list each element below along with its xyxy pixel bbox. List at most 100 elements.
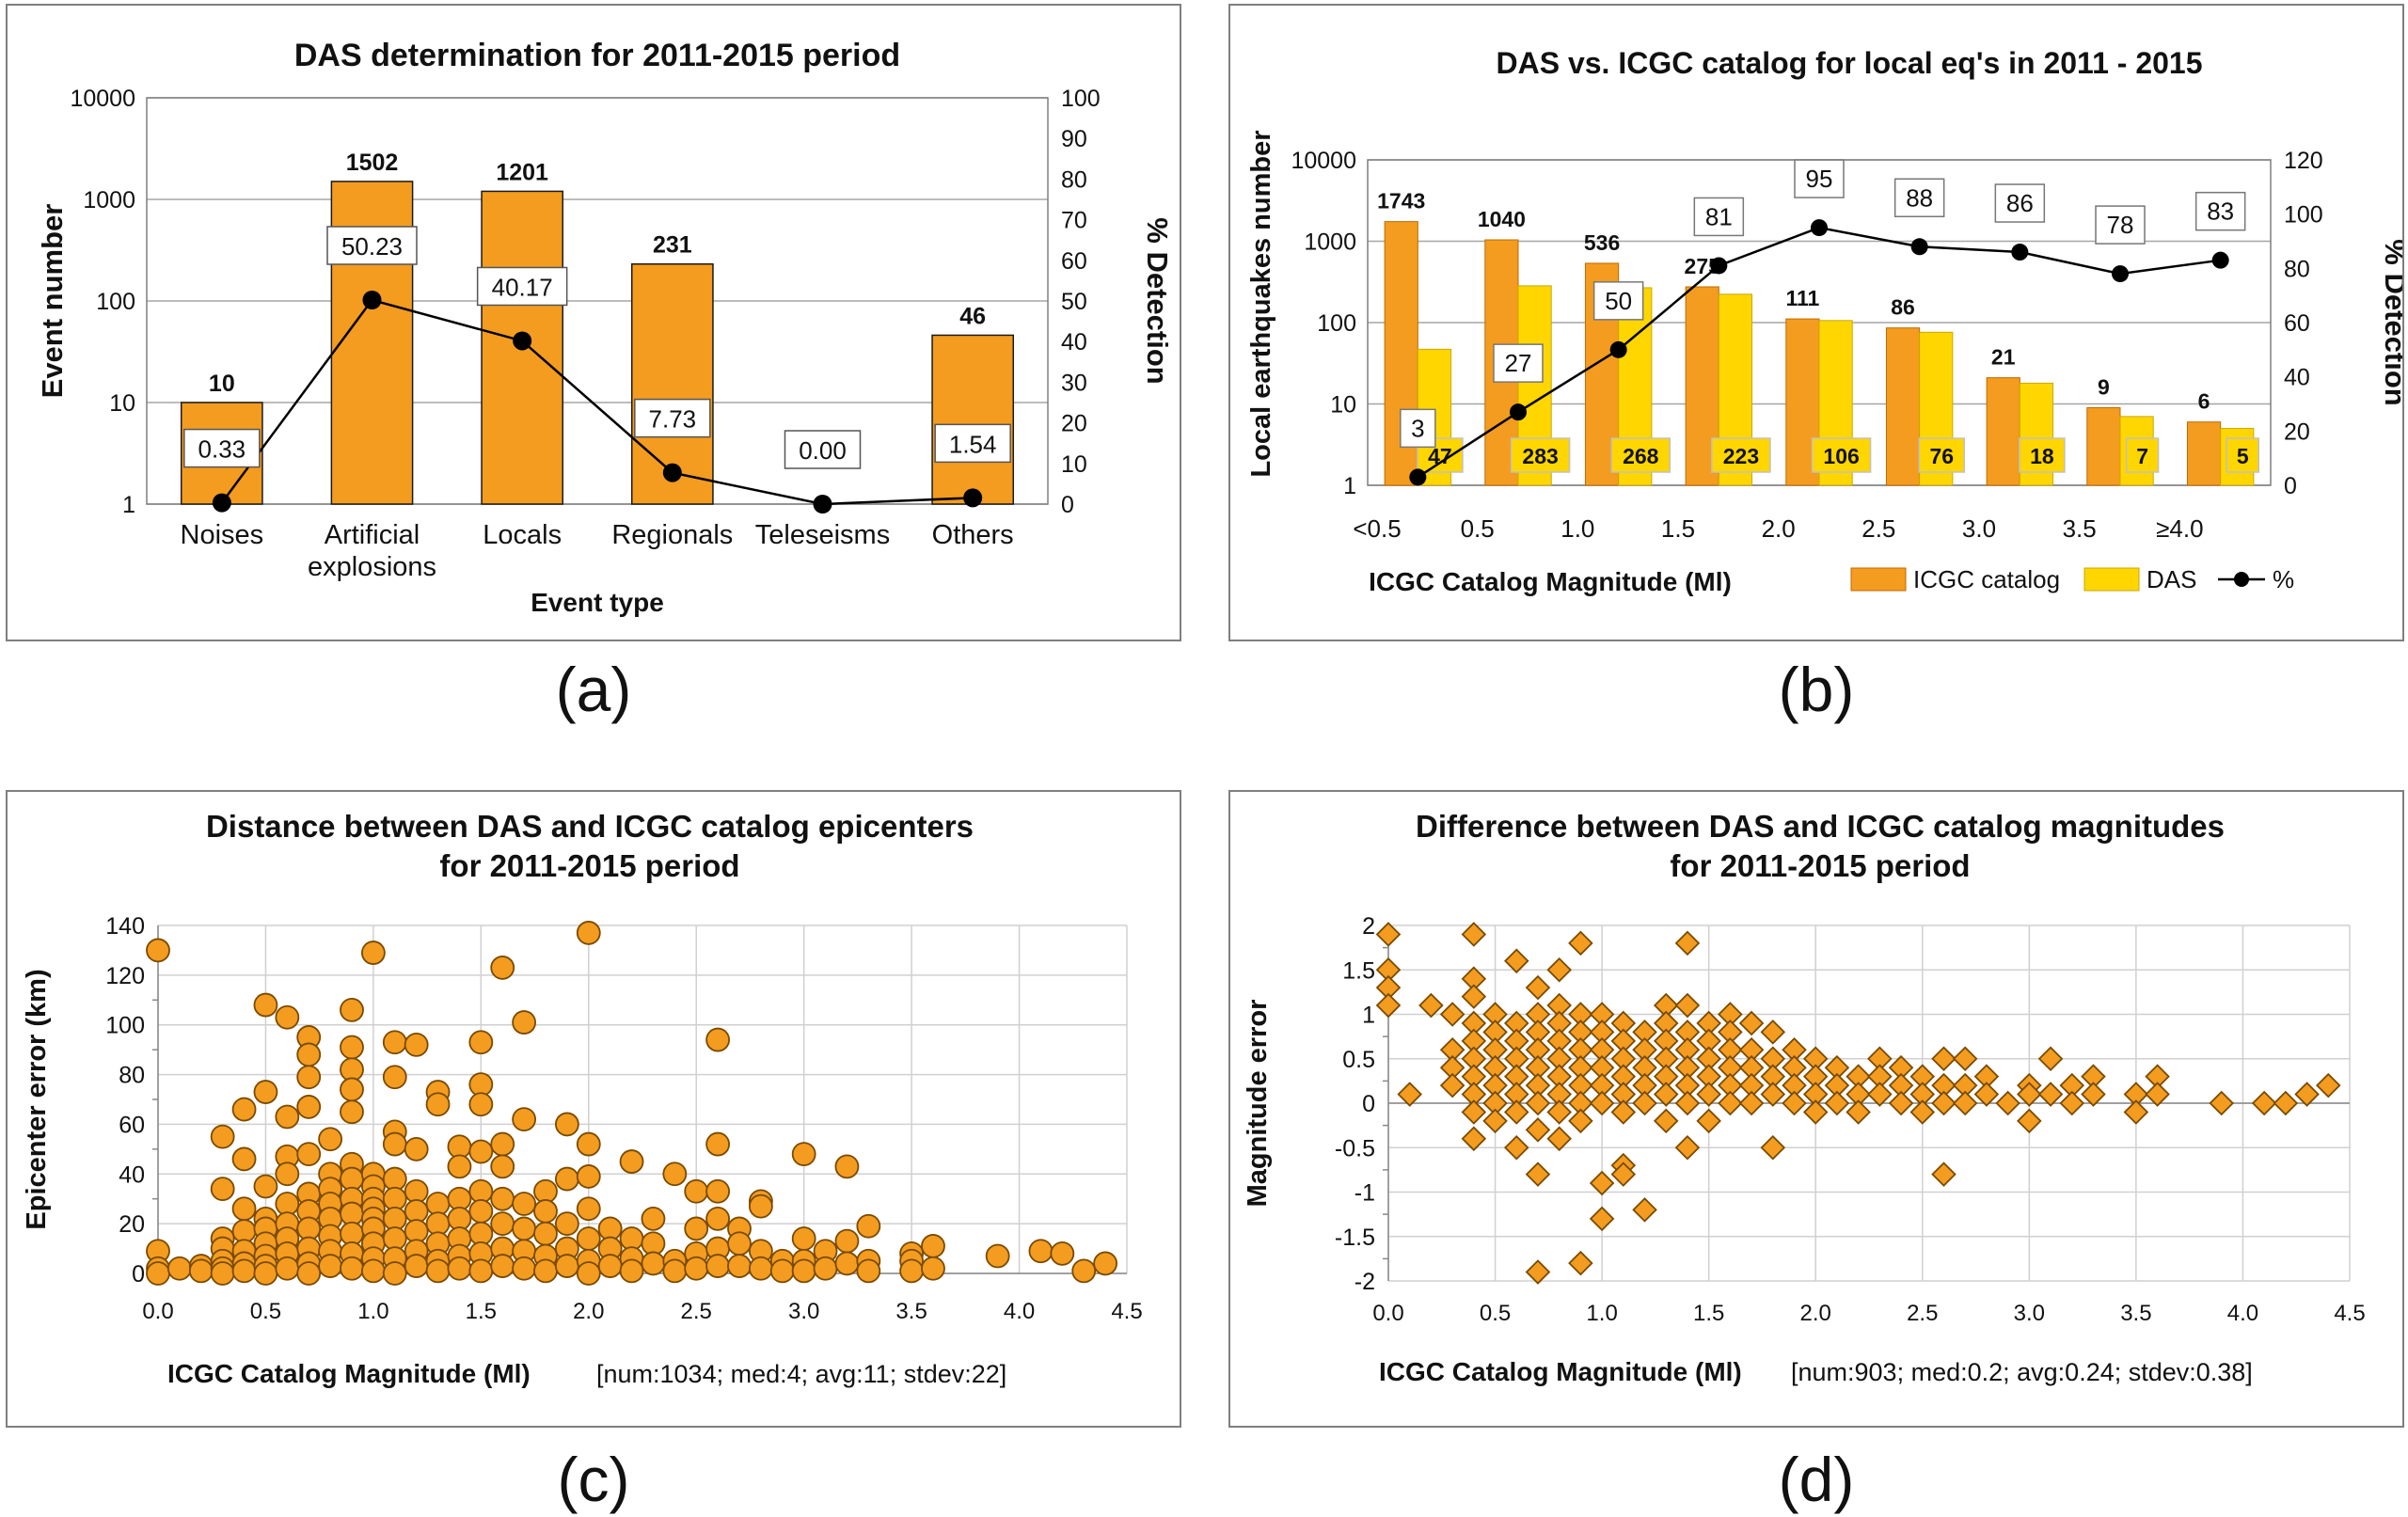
y-tick-label: 1 (122, 492, 135, 518)
y-tick-label: 100 (96, 289, 135, 315)
data-point (705, 1206, 731, 1231)
data-point (318, 1127, 343, 1152)
percent-label-box (1493, 343, 1544, 383)
y2-tick-label: 70 (1061, 208, 1087, 234)
data-point (512, 1010, 537, 1035)
data-point (554, 1112, 579, 1137)
data-point (1610, 1099, 1637, 1125)
das-value-box (2226, 437, 2260, 473)
percent-label: 0.00 (799, 436, 847, 465)
percent-label: 81 (1705, 202, 1733, 230)
x-tick-label: 3.5 (895, 1299, 927, 1324)
data-point (231, 1258, 257, 1284)
data-point (576, 1261, 601, 1286)
data-point (554, 1166, 579, 1192)
chart-b-svg: DAS vs. ICGC catalog for local eq's in 2… (1246, 46, 2402, 596)
y-tick-label: 1 (1362, 1003, 1375, 1029)
x-axis-title: ICGC Catalog Magnitude (Ml) (167, 1359, 531, 1388)
data-point (1995, 1090, 2020, 1116)
data-point (253, 1174, 278, 1199)
data-point (210, 1261, 235, 1286)
y-tick-label: 120 (105, 963, 145, 989)
catalog-value-label: 1743 (1377, 189, 1425, 213)
y2-tick-label: 20 (2284, 419, 2310, 445)
data-point (1461, 1126, 1487, 1152)
x-axis-title: Event type (531, 588, 664, 617)
catalog-value-label: 6 (2198, 389, 2210, 414)
x-axis-title: ICGC Catalog Magnitude (Ml) (1379, 1357, 1742, 1386)
y-axis-title: Local earthquakes number (1246, 130, 1276, 477)
x-tick-label: 2.0 (573, 1299, 604, 1324)
percent-label: 0.33 (198, 435, 246, 464)
caption-b: (b) (1778, 655, 1855, 724)
data-point (1525, 974, 1551, 1001)
x-tick-label: 3.5 (2120, 1301, 2151, 1326)
percent-label-box (934, 423, 1011, 464)
data-point (813, 1256, 838, 1281)
chart-c-title: Distance between DAS and ICGC catalog ep… (206, 809, 974, 844)
catalog-bar (1986, 377, 2020, 486)
das-value-label: 223 (1723, 444, 1759, 468)
data-point (1050, 1240, 1075, 1266)
data-point (769, 1258, 795, 1284)
das-value-label: 47 (1428, 444, 1452, 468)
percent-marker (1609, 340, 1627, 358)
data-point (1028, 1239, 1054, 1264)
data-point (1674, 1090, 1701, 1116)
data-point (2209, 1090, 2235, 1116)
bar (931, 334, 1015, 505)
percent-marker (963, 488, 983, 508)
data-point (2081, 1082, 2106, 1107)
data-point (1397, 1082, 1422, 1107)
y2-tick-label: 100 (1061, 86, 1101, 112)
das-value-box (1918, 437, 1966, 473)
data-point (382, 1261, 407, 1286)
data-point (705, 1254, 731, 1278)
data-point (1632, 1197, 1657, 1223)
category-label: 3.5 (2063, 514, 2097, 543)
catalog-bar (1885, 327, 1921, 486)
percent-label-box (2194, 191, 2246, 231)
data-point (619, 1258, 644, 1284)
percent-label-box (183, 428, 261, 468)
category-label: <0.5 (1353, 514, 1401, 543)
data-point (727, 1231, 752, 1256)
y-tick-label: 140 (105, 913, 145, 940)
data-point (253, 992, 278, 1018)
data-point (231, 1097, 257, 1122)
percent-label-box (1893, 178, 1945, 218)
data-point (1461, 1099, 1487, 1125)
percent-marker (1811, 219, 1828, 237)
percent-marker (2211, 251, 2229, 269)
data-point (1589, 1170, 1615, 1196)
data-point (404, 1136, 429, 1161)
percent-label: 88 (1906, 183, 1933, 212)
data-point (1760, 1082, 1786, 1107)
x-tick-label: 1.5 (1693, 1301, 1724, 1326)
data-point (1952, 1046, 1978, 1072)
data-point (1589, 1090, 1615, 1116)
x-tick-label: 2.5 (1907, 1301, 1938, 1326)
data-point (1093, 1251, 1118, 1276)
data-point (1696, 1082, 1721, 1107)
chart-d-title: Difference between DAS and ICGC catalog … (1416, 809, 2225, 844)
das-value-label: 7 (2136, 444, 2148, 468)
x-tick-label: 0.5 (1480, 1301, 1511, 1326)
percent-label: 95 (1806, 165, 1833, 193)
y-tick-label: 100 (105, 1013, 145, 1039)
data-point (1846, 1099, 1871, 1125)
data-point (684, 1178, 709, 1204)
data-point (1568, 1108, 1593, 1134)
data-point (576, 1131, 601, 1157)
data-point (1503, 1134, 1529, 1161)
legend-label-percent: % (2273, 565, 2294, 593)
data-point (1674, 992, 1701, 1019)
x-tick-label: 1.0 (357, 1299, 388, 1324)
percent-label-box (1794, 159, 1845, 198)
y2-tick-label: 0 (2284, 473, 2297, 499)
percent-label: 1.54 (949, 430, 997, 458)
data-point (856, 1258, 881, 1284)
das-value-box (1510, 437, 1571, 473)
data-point (705, 1178, 731, 1204)
data-point (1824, 1090, 1850, 1116)
